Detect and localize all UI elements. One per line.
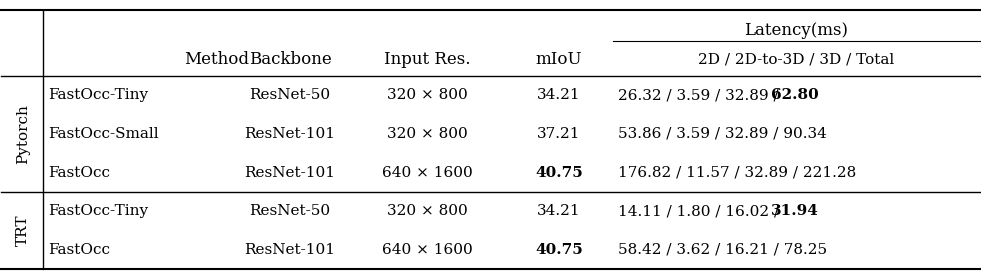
Text: Backbone: Backbone bbox=[248, 51, 332, 68]
Text: 40.75: 40.75 bbox=[535, 166, 583, 180]
Text: 640 × 1600: 640 × 1600 bbox=[382, 166, 472, 180]
Text: FastOcc-Tiny: FastOcc-Tiny bbox=[48, 204, 148, 218]
Text: 2D / 2D-to-3D / 3D / Total: 2D / 2D-to-3D / 3D / Total bbox=[698, 52, 895, 66]
Text: 14.11 / 1.80 / 16.02 /: 14.11 / 1.80 / 16.02 / bbox=[618, 204, 784, 218]
Text: ResNet-50: ResNet-50 bbox=[249, 204, 331, 218]
Text: 320 × 800: 320 × 800 bbox=[387, 88, 467, 102]
Text: TRT: TRT bbox=[16, 215, 29, 246]
Text: 31.94: 31.94 bbox=[771, 204, 818, 218]
Text: FastOcc: FastOcc bbox=[48, 166, 110, 180]
Text: 176.82 / 11.57 / 32.89 / 221.28: 176.82 / 11.57 / 32.89 / 221.28 bbox=[618, 166, 855, 180]
Text: ResNet-50: ResNet-50 bbox=[249, 88, 331, 102]
Text: 40.75: 40.75 bbox=[535, 243, 583, 257]
Text: 320 × 800: 320 × 800 bbox=[387, 204, 467, 218]
Text: mIoU: mIoU bbox=[536, 51, 583, 68]
Text: Method: Method bbox=[184, 51, 249, 68]
Text: Pytorch: Pytorch bbox=[16, 104, 29, 164]
Text: FastOcc: FastOcc bbox=[48, 243, 110, 257]
Text: 640 × 1600: 640 × 1600 bbox=[382, 243, 472, 257]
Text: 58.42 / 3.62 / 16.21 / 78.25: 58.42 / 3.62 / 16.21 / 78.25 bbox=[618, 243, 827, 257]
Text: Input Res.: Input Res. bbox=[384, 51, 470, 68]
Text: 34.21: 34.21 bbox=[538, 88, 581, 102]
Text: ResNet-101: ResNet-101 bbox=[244, 166, 336, 180]
Text: 62.80: 62.80 bbox=[771, 88, 818, 102]
Text: FastOcc-Tiny: FastOcc-Tiny bbox=[48, 88, 148, 102]
Text: 26.32 / 3.59 / 32.89 /: 26.32 / 3.59 / 32.89 / bbox=[618, 88, 783, 102]
Text: ResNet-101: ResNet-101 bbox=[244, 127, 336, 141]
Text: FastOcc-Small: FastOcc-Small bbox=[48, 127, 159, 141]
Text: ResNet-101: ResNet-101 bbox=[244, 243, 336, 257]
Text: 34.21: 34.21 bbox=[538, 204, 581, 218]
Text: 37.21: 37.21 bbox=[538, 127, 581, 141]
Text: 320 × 800: 320 × 800 bbox=[387, 127, 467, 141]
Text: 53.86 / 3.59 / 32.89 / 90.34: 53.86 / 3.59 / 32.89 / 90.34 bbox=[618, 127, 827, 141]
Text: Latency(ms): Latency(ms) bbox=[745, 22, 849, 39]
